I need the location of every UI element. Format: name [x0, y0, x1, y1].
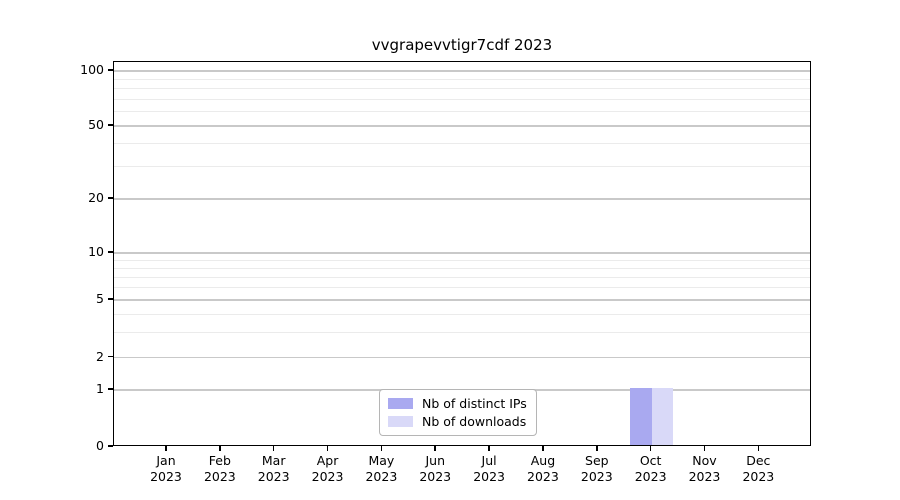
x-tick-label: Oct 2023	[621, 453, 681, 485]
minor-gridline	[114, 331, 810, 333]
x-axis-tick	[219, 446, 221, 451]
x-tick-label-month: May	[368, 453, 395, 468]
x-tick-label-month: Mar	[261, 453, 286, 468]
x-axis-tick	[757, 446, 760, 451]
x-tick-label-year: 2023	[688, 469, 721, 484]
y-tick-label: 1	[96, 380, 104, 396]
x-tick-label-year: 2023	[150, 469, 182, 484]
y-axis-tick	[108, 69, 113, 71]
minor-gridline	[114, 267, 810, 269]
x-axis-tick	[380, 446, 383, 451]
minor-gridline	[114, 88, 810, 90]
x-tick-label-year: 2023	[580, 469, 613, 484]
y-tick-label: 2	[96, 348, 104, 364]
x-tick-label: Mar 2023	[244, 453, 304, 485]
y-axis-tick	[108, 251, 113, 253]
x-tick-label-year: 2023	[257, 469, 290, 484]
x-tick-label: Sep 2023	[567, 453, 627, 485]
minor-gridline	[114, 313, 810, 315]
x-tick-label: Jul 2023	[459, 453, 519, 485]
x-axis-tick	[434, 446, 436, 451]
bar-distinct-ips	[630, 387, 652, 445]
x-axis-tick	[542, 446, 544, 451]
x-tick-label-year: 2023	[311, 469, 344, 484]
x-tick-label: Nov 2023	[674, 453, 734, 485]
y-axis-tick	[108, 298, 113, 300]
y-tick-label: 20	[88, 189, 104, 205]
x-tick-label-month: Nov	[692, 453, 717, 468]
x-tick-label: Apr 2023	[298, 453, 358, 485]
plot-area: Nb of distinct IPs Nb of downloads	[113, 61, 811, 446]
y-axis-tick	[108, 124, 113, 126]
x-tick-label-year: 2023	[473, 469, 505, 484]
x-tick-label: Aug 2023	[513, 453, 573, 485]
legend-swatch-icon	[388, 398, 413, 409]
x-tick-label-month: Jan	[156, 453, 176, 468]
y-tick-label: 0	[96, 438, 104, 453]
minor-gridline	[114, 276, 810, 278]
major-gridline	[114, 252, 810, 254]
major-gridline	[114, 299, 810, 301]
x-tick-label: Jan 2023	[136, 453, 196, 485]
minor-gridline	[114, 259, 810, 261]
minor-gridline	[114, 78, 810, 80]
major-gridline	[114, 125, 810, 127]
legend-item: Nb of downloads	[388, 414, 527, 429]
y-axis-tick	[108, 445, 113, 447]
minor-gridline	[114, 287, 810, 289]
minor-gridline	[114, 98, 810, 100]
chart-title: vvgrapevvtigr7cdf 2023	[371, 36, 553, 54]
major-gridline	[114, 70, 810, 72]
x-axis-tick	[488, 446, 490, 451]
x-tick-label: Feb 2023	[190, 453, 250, 485]
x-axis-tick	[165, 446, 167, 451]
x-tick-label-year: 2023	[634, 469, 667, 484]
x-tick-label-year: 2023	[365, 469, 398, 484]
y-axis-tick	[108, 388, 113, 390]
bar-downloads	[651, 387, 674, 445]
y-axis-tick	[108, 355, 113, 358]
x-tick-label-month: Feb	[208, 453, 231, 468]
x-tick-label-year: 2023	[527, 469, 559, 484]
legend-swatch-icon	[388, 416, 413, 427]
minor-gridline	[114, 166, 810, 168]
y-tick-label: 50	[88, 116, 104, 132]
x-tick-label-month: Jun	[425, 453, 445, 468]
legend-label: Nb of downloads	[422, 414, 527, 429]
x-tick-label-month: Dec	[746, 453, 771, 468]
x-tick-label-month: Apr	[316, 453, 339, 468]
y-axis-tick	[108, 197, 113, 199]
x-tick-label-year: 2023	[419, 469, 452, 484]
y-tick-label: 10	[88, 243, 104, 259]
x-axis-tick	[649, 446, 652, 451]
x-axis-tick	[326, 446, 329, 451]
minor-gridline	[114, 143, 810, 145]
legend: Nb of distinct IPs Nb of downloads	[379, 389, 537, 436]
y-tick-label: 100	[80, 62, 104, 77]
y-tick-label: 5	[96, 291, 104, 306]
x-tick-label-year: 2023	[742, 469, 775, 484]
x-tick-label-month: Oct	[639, 453, 662, 468]
x-tick-label: Jun 2023	[405, 453, 465, 485]
x-axis-tick	[703, 446, 706, 451]
x-tick-label: May 2023	[351, 453, 411, 485]
legend-item: Nb of distinct IPs	[388, 396, 527, 411]
major-gridline	[114, 357, 810, 359]
minor-gridline	[114, 111, 810, 113]
x-tick-label-month: Aug	[530, 453, 556, 468]
legend-label: Nb of distinct IPs	[422, 396, 527, 411]
x-tick-label-month: Sep	[585, 453, 609, 468]
x-tick-label: Dec 2023	[728, 453, 788, 485]
x-tick-label-month: Jul	[481, 453, 497, 468]
major-gridline	[114, 198, 810, 200]
x-axis-tick	[272, 446, 275, 451]
x-axis-tick	[596, 446, 598, 451]
x-tick-label-year: 2023	[203, 469, 236, 484]
